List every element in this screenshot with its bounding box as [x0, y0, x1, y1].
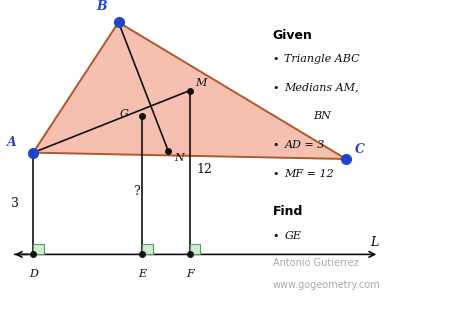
Text: B: B	[96, 0, 107, 13]
Bar	[142, 244, 153, 254]
Text: 3: 3	[11, 197, 19, 210]
Text: N: N	[174, 153, 184, 162]
Text: BN: BN	[313, 111, 331, 121]
Text: ?: ?	[133, 185, 140, 198]
Bar	[33, 244, 44, 254]
Text: D: D	[29, 269, 37, 279]
Text: L: L	[370, 237, 379, 249]
Bar	[190, 244, 200, 254]
Text: Antonio Gutierrez: Antonio Gutierrez	[273, 258, 358, 267]
Text: •: •	[273, 83, 279, 93]
Text: C: C	[355, 143, 365, 156]
Text: •: •	[273, 140, 279, 150]
Polygon shape	[33, 22, 346, 159]
Text: •: •	[273, 169, 279, 178]
Text: Medians AM,: Medians AM,	[284, 83, 359, 93]
Text: G: G	[120, 109, 129, 120]
Text: •: •	[273, 231, 279, 240]
Text: AD = 3: AD = 3	[284, 140, 325, 150]
Text: •: •	[273, 54, 279, 64]
Text: F: F	[186, 269, 193, 279]
Text: Triangle ABC: Triangle ABC	[284, 54, 360, 64]
Text: Given: Given	[273, 29, 312, 42]
Text: M: M	[195, 78, 207, 88]
Text: A: A	[7, 136, 17, 149]
Text: E: E	[138, 269, 146, 279]
Text: www.gogeometry.com: www.gogeometry.com	[273, 280, 380, 290]
Text: Find: Find	[273, 205, 303, 218]
Text: MF = 12: MF = 12	[284, 169, 334, 178]
Text: GE: GE	[284, 231, 301, 240]
Text: 12: 12	[197, 163, 212, 176]
